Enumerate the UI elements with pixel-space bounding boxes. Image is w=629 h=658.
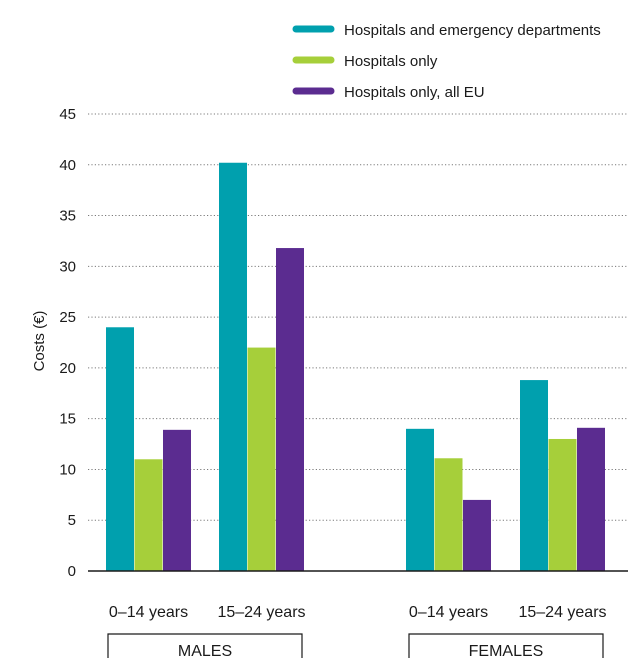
bar xyxy=(406,428,434,571)
bar xyxy=(577,427,605,571)
y-tick-label: 35 xyxy=(59,208,76,225)
bar xyxy=(134,459,163,571)
group-box xyxy=(107,633,303,658)
y-tick-label: 0 xyxy=(68,563,76,580)
x-category-label: 15–24 years xyxy=(518,604,606,621)
y-tick-label: 25 xyxy=(59,309,76,326)
y-axis-ticks: 0 5 10 15 20 25 30 35 40 45 xyxy=(59,106,76,580)
legend-label: Hospitals only, all EU xyxy=(344,84,485,101)
bars xyxy=(106,162,605,571)
x-category-label: 0–14 years xyxy=(409,604,488,621)
legend: Hospitals and emergency departments Hospi… xyxy=(292,22,601,101)
y-tick-label: 5 xyxy=(68,512,76,529)
bar xyxy=(548,438,577,571)
bar xyxy=(463,499,491,571)
y-axis-label: Costs (€) xyxy=(31,311,48,372)
y-tick-label: 30 xyxy=(59,258,76,275)
y-tick-label: 45 xyxy=(59,106,76,123)
y-tick-label: 15 xyxy=(59,411,76,428)
legend-label: Hospitals and emergency departments xyxy=(344,22,601,39)
x-category-label: 15–24 years xyxy=(217,604,305,621)
bar xyxy=(247,347,276,571)
x-category-label: 0–14 years xyxy=(109,604,188,621)
y-tick-label: 40 xyxy=(59,157,76,174)
y-tick-label: 20 xyxy=(59,360,76,377)
bar xyxy=(163,429,191,571)
y-tick-label: 10 xyxy=(59,461,76,478)
group-label: MALES xyxy=(178,643,232,658)
bar xyxy=(219,162,247,571)
bar xyxy=(520,380,548,571)
bar xyxy=(434,458,463,571)
group-box xyxy=(408,633,604,658)
bar xyxy=(106,327,134,571)
legend-label: Hospitals only xyxy=(344,53,438,70)
group-labels: MALES FEMALES xyxy=(107,633,604,658)
x-axis-categories: 0–14 years 15–24 years 0–14 years 15–24 yea… xyxy=(109,604,607,621)
group-label: FEMALES xyxy=(469,643,544,658)
bar xyxy=(276,248,304,571)
